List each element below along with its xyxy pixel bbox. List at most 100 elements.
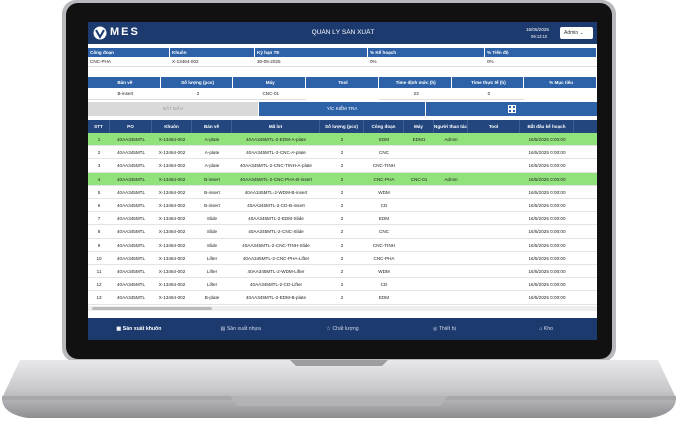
- table-row[interactable]: 1 40AA345MTL X-13464-002 A-plate 40AA345MTL-…: [88, 133, 597, 147]
- info-value: 23: [378, 88, 452, 100]
- nav-icon: ☆: [326, 326, 333, 332]
- table-cell: Lifter: [206, 282, 218, 288]
- nav-label: Sản xuất nhựa: [226, 326, 261, 332]
- table-cell: 40AA345MTL: [116, 255, 146, 261]
- table-cell: CNC-TINH: [372, 242, 396, 248]
- nav-icon: ▦: [116, 326, 123, 332]
- table-cell: 16/5/2025 0:00:00: [528, 229, 566, 235]
- nav-icon: ◎: [432, 326, 439, 332]
- nav-item[interactable]: ▦ Sản xuất khuôn: [88, 318, 190, 340]
- table-row[interactable]: 11 40AA345MTL X-13464-002 Lifter 40AA345MTL-…: [88, 265, 597, 279]
- table-cell: 16/5/2025 0:00:00: [528, 150, 566, 156]
- nav-item[interactable]: ⌂ Kho: [495, 318, 597, 340]
- table-cell: 3: [97, 163, 101, 169]
- table-cell: 2: [340, 203, 344, 208]
- table-cell: 16/5/2025 0:00:00: [528, 295, 566, 301]
- table-cell: X-13464-002: [158, 163, 186, 169]
- table-cell: 40AA345MTL-2-EDM-A-plate: [246, 137, 306, 142]
- table-row[interactable]: 8 40AA345MTL X-13464-002 Slide 40AA345MTL-2-…: [88, 225, 597, 239]
- table-cell: 8: [97, 229, 101, 235]
- column-header: Máy: [404, 120, 434, 133]
- table-row[interactable]: 9 40AA345MTL X-13464-002 Slide 40AA345MTL-2-…: [88, 239, 597, 252]
- table-cell: 40AA345MTL-2-CD-Lifter: [249, 282, 303, 288]
- table-cell: 2: [340, 295, 344, 301]
- table-cell: X-13464-002: [158, 150, 186, 156]
- table-row[interactable]: 4 40AA345MTL X-13464-002 B-insert 40AA345MTL…: [88, 172, 597, 186]
- table-cell: X-13464-002: [158, 229, 186, 235]
- nav-icon: ⌂: [539, 326, 544, 332]
- nav-item[interactable]: ▤ Sản xuất nhựa: [190, 318, 292, 340]
- notch: [290, 360, 388, 366]
- table-cell: Slide: [206, 216, 218, 222]
- nav-item[interactable]: ☆ Chất lượng: [292, 318, 394, 340]
- nav-label: Kho: [543, 326, 553, 332]
- nav-item[interactable]: ◎ Thiết bị: [393, 318, 495, 340]
- table-cell: 2: [340, 269, 344, 274]
- info-header: Máy: [233, 77, 307, 88]
- nav-label: Sản xuất khuôn: [122, 326, 162, 332]
- table-cell: 2: [340, 282, 344, 288]
- start-button[interactable]: BẮT ĐẦU: [88, 102, 258, 116]
- scrollbar-thumb[interactable]: [92, 307, 212, 310]
- trackpad: [230, 396, 448, 406]
- table-cell: X-13464-002: [158, 216, 186, 222]
- table-cell: 40AA345MTL: [116, 176, 146, 182]
- info-value: 30-05-2025: [255, 57, 368, 67]
- table-cell: EDM: [378, 216, 390, 222]
- info-header: % Mục tiêu: [524, 77, 597, 88]
- table-cell: 40AA345MTL: [116, 242, 146, 248]
- table-cell: WDM: [378, 269, 390, 274]
- inspect-button[interactable]: Y/C KIỂM TRA: [258, 102, 425, 116]
- table-cell: 16/5/2025 0:00:00: [528, 269, 566, 274]
- table-row[interactable]: 3 40AA345MTL X-13464-002 A-plate 40AA345MTL-…: [88, 159, 597, 173]
- info-header: Time định mức (h): [378, 77, 452, 88]
- table-cell: 6: [97, 203, 101, 208]
- grid-icon: [508, 105, 516, 113]
- grid-button[interactable]: [425, 102, 597, 116]
- table-cell: 40AA345MTL-2-CNC-TINH-A-plate: [240, 163, 312, 169]
- table-cell: EDM1: [412, 137, 426, 142]
- table-row[interactable]: 5 40AA345MTL X-13464-002 B-insert 40AA345MTL…: [88, 186, 597, 199]
- info-value: 0%: [368, 57, 485, 67]
- table-cell: CNC: [379, 150, 389, 156]
- table-cell: 2: [340, 176, 344, 182]
- table-cell: Slide: [206, 242, 218, 248]
- table-cell: 16/5/2025 0:00:00: [528, 203, 566, 208]
- table-cell: Admin: [444, 137, 458, 142]
- table-cell: 40AA345MTL-2-EDM-B-plate: [246, 295, 306, 301]
- info-header: Tool: [306, 77, 379, 88]
- table-cell: A-plate: [204, 163, 220, 169]
- table-cell: 40AA345MTL-2-WDM-B-insert: [244, 189, 308, 195]
- table-cell: CNC-TINH: [372, 163, 396, 169]
- table-row[interactable]: 12 40AA345MTL X-13464-002 Lifter 40AA345MTL-…: [88, 278, 597, 292]
- table-cell: 16/5/2025 0:00:00: [528, 137, 566, 142]
- table-cell: 1: [97, 137, 101, 142]
- info-value: 2: [160, 88, 234, 100]
- table-cell: X-13464-002: [158, 176, 186, 182]
- table-row[interactable]: 2 40AA345MTL X-13464-002 A-plate 40AA345MTL-…: [88, 146, 597, 160]
- table-row[interactable]: 7 40AA345MTL X-13464-002 Slide 40AA345MTL-2-…: [88, 212, 597, 226]
- column-header: Khuôn: [152, 120, 192, 133]
- table-cell: B-insert: [204, 176, 220, 182]
- table-row[interactable]: 6 40AA345MTL X-13464-002 B-insert 40AA345MTL…: [88, 199, 597, 213]
- table-cell: 2: [340, 216, 344, 222]
- table-cell: X-13464-002: [158, 203, 186, 208]
- column-header: Bắt đầu kế hoạch: [520, 120, 574, 133]
- table-cell: A-plate: [204, 137, 220, 142]
- user-dropdown[interactable]: Admin ⌄: [560, 27, 593, 39]
- table-cell: 40AA345MTL: [116, 150, 146, 156]
- table-row[interactable]: 13 40AA345MTL X-13464-002 B-plate 40AA345MTL…: [88, 291, 597, 305]
- table-cell: Admin: [444, 176, 458, 182]
- table-cell: Slide: [206, 229, 218, 235]
- table-cell: B-insert: [204, 189, 220, 195]
- scrollbar-track: [88, 306, 597, 311]
- info-header: Bản vẽ: [88, 77, 161, 88]
- info-header: Công đoạn: [88, 48, 170, 57]
- table-cell: 40AA345MTL: [116, 216, 146, 222]
- table-cell: A-plate: [204, 150, 220, 156]
- table-cell: 9: [97, 242, 101, 248]
- table-cell: WDM: [378, 189, 390, 195]
- info-value: X-13464-002: [170, 57, 255, 67]
- table-row[interactable]: 10 40AA345MTL X-13464-002 Lifter 40AA345MTL-…: [88, 252, 597, 265]
